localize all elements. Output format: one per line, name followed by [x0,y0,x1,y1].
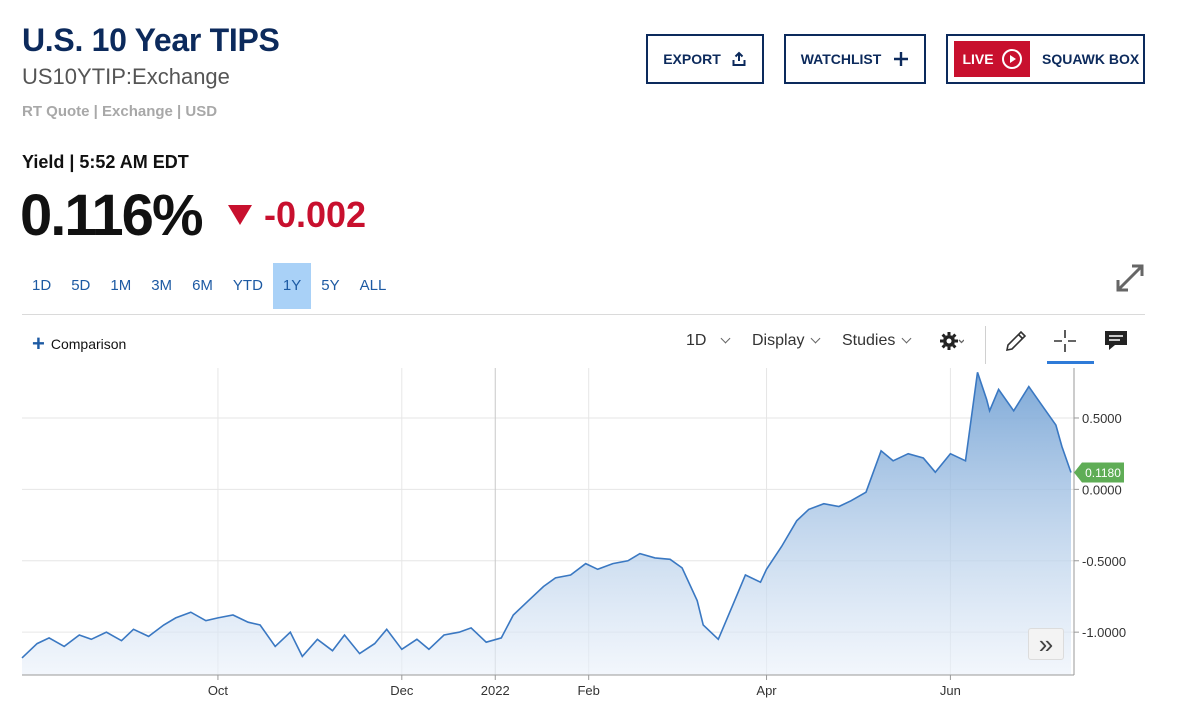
x-tick-label: Apr [756,683,777,698]
last-value-marker [1074,462,1124,483]
watchlist-label: WATCHLIST [800,51,882,67]
yield-chart[interactable]: 0.5000 0.0000 -0.5000 -1.0000 Oct Dec 2022 Feb A… [0,368,1200,708]
x-tick-label: Dec [390,683,414,698]
last-price: 0.116% [20,183,204,248]
range-1y[interactable]: 1Y [272,263,312,309]
active-tool-indicator [1047,361,1094,364]
y-tick-label: -0.5000 [1082,554,1126,569]
add-icon: + [32,331,45,356]
crosshair-icon[interactable] [1052,328,1078,354]
time-range-selector: 1D 5D 1M 3M 6M YTD 1Y 5Y ALL [22,263,396,309]
y-tick-label: 0.0000 [1082,482,1122,497]
export-button[interactable]: EXPORT [646,34,764,84]
x-tick-label: Feb [577,683,599,698]
range-3m[interactable]: 3M [151,277,173,294]
live-label: LIVE [962,51,994,67]
play-icon [1001,49,1022,69]
chevron-down-icon [811,333,821,344]
series-line [21,372,1072,659]
interval-dropdown[interactable]: 1D [686,332,731,350]
range-6m[interactable]: 6M [192,277,213,294]
interval-label: 1D [686,332,707,349]
display-label: Display [752,332,805,349]
studies-dropdown[interactable]: Studies [842,332,912,350]
export-label: EXPORT [663,51,721,67]
y-tick-label: 0.5000 [1082,411,1122,426]
display-dropdown[interactable]: Display [752,332,821,350]
range-1d[interactable]: 1D [32,277,52,294]
studies-label: Studies [842,332,896,349]
down-arrow-icon [228,205,252,225]
range-1m[interactable]: 1M [110,277,132,294]
page-title: U.S. 10 Year TIPS [22,22,280,58]
plus-icon [894,52,909,66]
watchlist-button[interactable]: WATCHLIST [784,34,926,84]
squawk-label: SQUAWK BOX [1042,51,1140,67]
comparison-button[interactable]: + Comparison [32,331,127,356]
series-area [22,372,1071,675]
last-value-label: 0.1180 [1085,466,1121,480]
y-tick-label: -1.0000 [1082,625,1126,640]
comparison-label: Comparison [50,336,127,352]
yield-timestamp: Yield | 5:52 AM EDT [22,152,189,172]
last-value-badge: 0.1180 [1074,462,1124,483]
expand-icon[interactable] [1114,262,1146,294]
quote-meta: RT Quote | Exchange | USD [22,103,218,120]
range-ytd[interactable]: YTD [232,277,263,294]
toolbar-separator [985,326,986,364]
x-tick-label: 2022 [481,683,510,698]
gear-icon[interactable] [938,328,964,354]
comment-icon[interactable] [1103,328,1129,354]
range-5d[interactable]: 5D [71,277,91,294]
x-tick-label: Oct [208,683,229,698]
chevron-down-icon [721,333,731,344]
share-icon [732,51,746,66]
squawk-box-button[interactable]: LIVE SQUAWK BOX [946,34,1145,84]
divider [22,314,1145,315]
ticker-symbol: US10YTIP:Exchange [22,64,230,89]
chevron-down-icon [901,333,912,344]
scroll-forward-button[interactable]: » [1028,628,1064,660]
x-tick-label: Jun [940,683,961,698]
range-all[interactable]: ALL [359,277,387,294]
live-badge: LIVE [954,41,1030,77]
price-change: -0.002 [264,194,367,235]
pencil-icon[interactable] [1003,328,1029,354]
range-5y[interactable]: 5Y [321,277,340,294]
